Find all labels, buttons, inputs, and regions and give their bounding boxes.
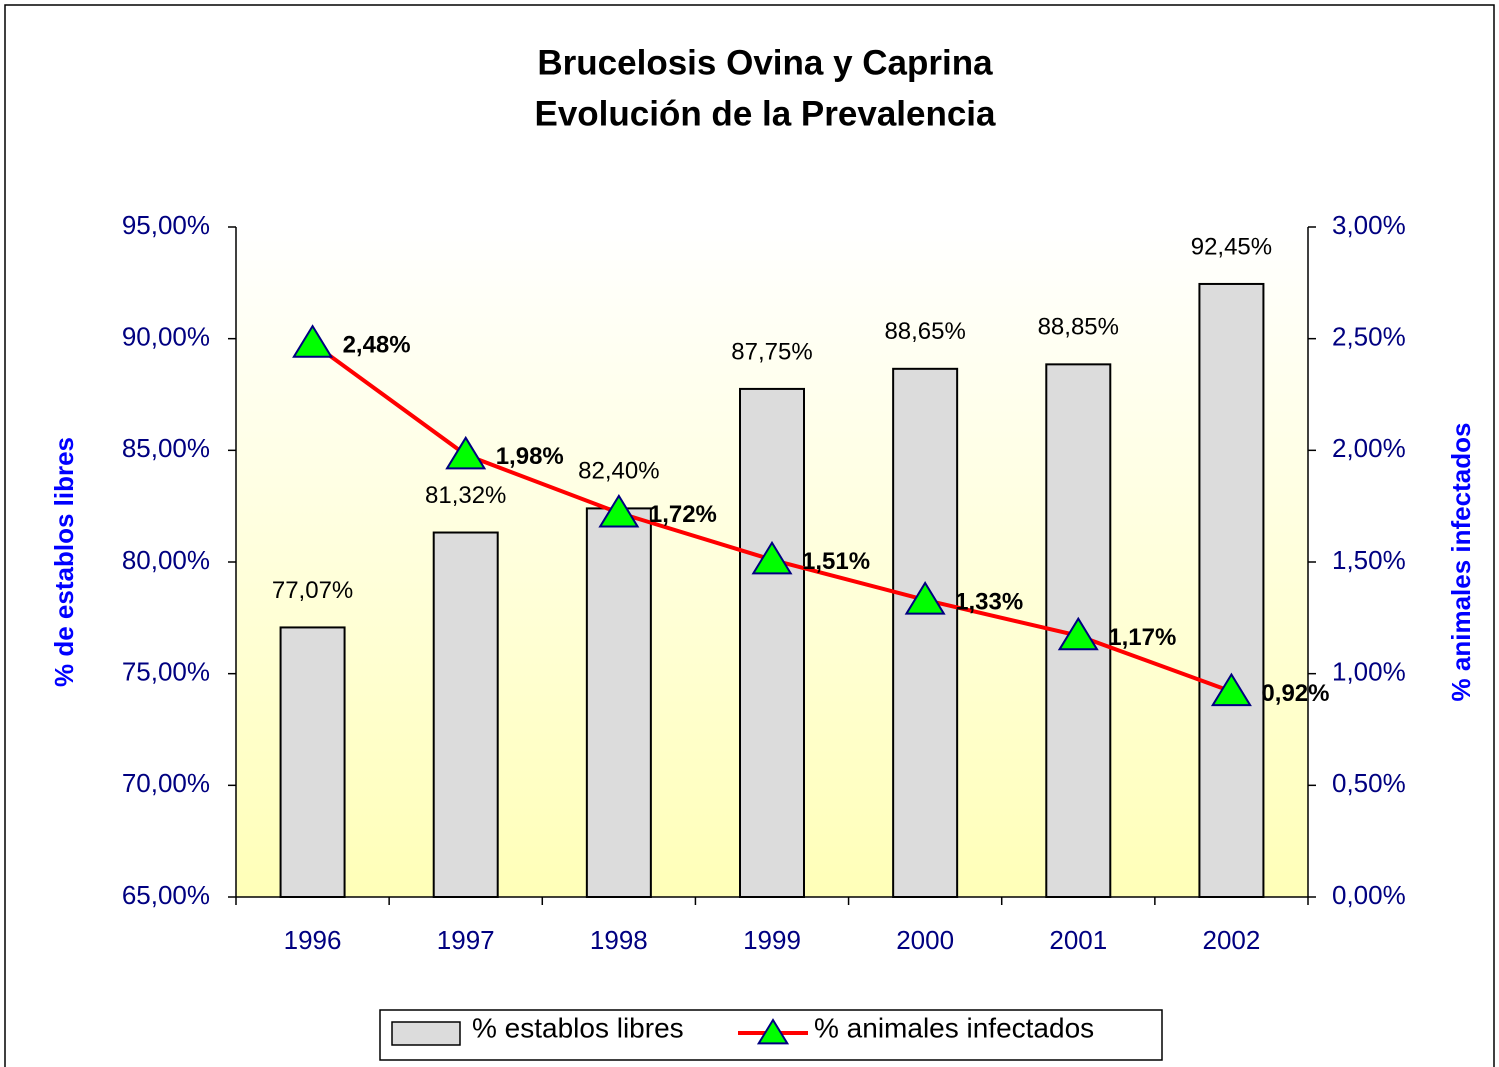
y-tick-label: 70,00% <box>122 768 210 798</box>
line-value-label: 0,92% <box>1261 680 1329 707</box>
line-value-label: 1,17% <box>1108 624 1176 651</box>
bar-value-label: 87,75% <box>731 338 812 365</box>
x-tick-label: 2000 <box>896 925 954 955</box>
y-tick-label: 65,00% <box>122 880 210 910</box>
line-value-label: 1,98% <box>496 443 564 470</box>
bar-value-label: 82,40% <box>578 458 659 485</box>
line-value-label: 2,48% <box>343 331 411 358</box>
y2-tick-label: 2,50% <box>1332 322 1406 352</box>
y-tick-label: 85,00% <box>122 433 210 463</box>
line-marker <box>1057 616 1099 651</box>
line-value-label: 1,33% <box>955 588 1023 615</box>
line-marker <box>1210 672 1252 707</box>
bar <box>432 531 499 899</box>
chart-title: Evolución de la Prevalencia <box>534 94 996 133</box>
x-tick-label: 1997 <box>437 925 495 955</box>
legend-swatch <box>391 1021 461 1046</box>
y2-tick-label: 3,00% <box>1332 210 1406 240</box>
bar-value-label: 77,07% <box>272 577 353 604</box>
x-tick-label: 1999 <box>743 925 801 955</box>
y2-tick-label: 2,00% <box>1332 433 1406 463</box>
line-marker <box>445 435 487 470</box>
bar-value-label: 88,85% <box>1038 314 1119 341</box>
y2-tick-label: 0,50% <box>1332 768 1406 798</box>
x-tick-label: 1998 <box>590 925 648 955</box>
bar <box>1198 282 1265 898</box>
bar <box>279 626 346 898</box>
legend-marker <box>756 1018 790 1045</box>
x-tick-label: 1996 <box>284 925 342 955</box>
bar <box>585 507 652 898</box>
y2-axis-label: % animales infectados <box>1446 423 1476 702</box>
x-tick-label: 2002 <box>1203 925 1261 955</box>
bar-value-label: 92,45% <box>1191 233 1272 260</box>
bar <box>739 387 805 898</box>
chart-title: Brucelosis Ovina y Caprina <box>537 43 993 82</box>
y-tick-label: 90,00% <box>122 322 210 352</box>
y-tick-label: 95,00% <box>122 210 210 240</box>
y2-tick-label: 0,00% <box>1332 880 1406 910</box>
y-tick-label: 75,00% <box>122 657 210 687</box>
line-marker <box>751 540 793 575</box>
x-tick-label: 2001 <box>1049 925 1107 955</box>
y-axis-label: % de establos libres <box>49 437 79 687</box>
y2-tick-label: 1,50% <box>1332 545 1406 575</box>
line-value-label: 1,72% <box>649 501 717 528</box>
bar-value-label: 88,65% <box>884 318 965 345</box>
y2-tick-label: 1,00% <box>1332 657 1406 687</box>
legend-label: % establos libres <box>472 1012 684 1043</box>
bar <box>892 367 959 899</box>
line-marker <box>598 493 640 528</box>
line-value-label: 1,51% <box>802 548 870 575</box>
bar-value-label: 81,32% <box>425 482 506 509</box>
line-marker <box>292 324 334 358</box>
legend-label: % animales infectados <box>814 1012 1094 1043</box>
y-tick-label: 80,00% <box>122 545 210 575</box>
line-marker <box>904 581 946 615</box>
